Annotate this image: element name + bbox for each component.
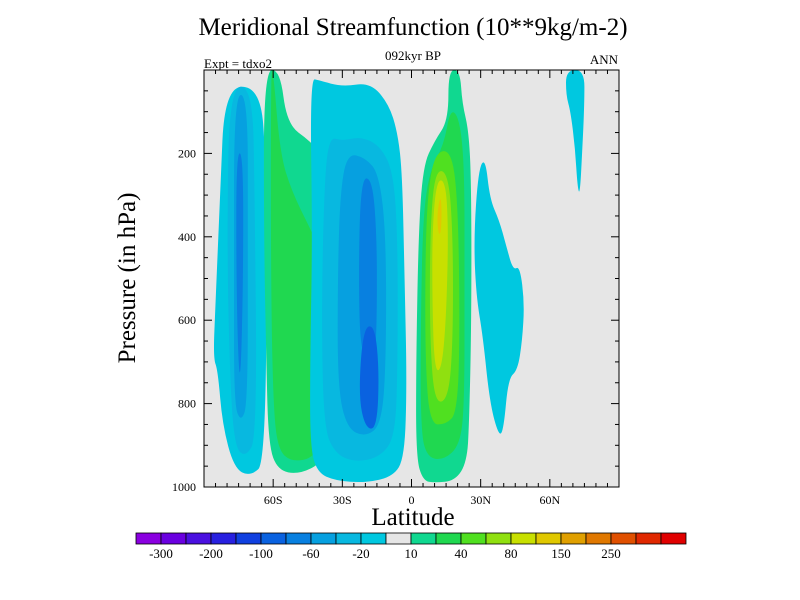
northern-hadley-cell-level-5 [432,180,448,371]
y-tick-label: 1000 [172,480,196,494]
colorbar-swatch [460,532,487,545]
colorbar-swatch [160,532,187,545]
y-tick-label: 400 [178,230,196,244]
northern-hadley-cell [416,70,472,483]
y-axis-ticks: 200 400 600 800 1000 [172,90,619,494]
experiment-label: Expt = tdxo2 [204,56,272,71]
southern-hadley-cell-level-4 [359,178,377,360]
colorbar-swatch [360,532,387,545]
colorbar-label: 250 [601,546,621,561]
northern-polar-cell [566,70,585,192]
colorbar-swatch [660,532,687,545]
y-tick-label: 600 [178,313,196,327]
colorbar-swatch [310,532,337,545]
colorbar-swatch [185,532,212,545]
y-tick-label: 800 [178,397,196,411]
contour-fills [213,70,585,483]
colorbar-swatch [585,532,612,545]
colorbar-label: 40 [455,546,468,561]
southern-polar-cell [213,86,267,474]
colorbar-label: 80 [505,546,518,561]
southern-polar-cell-level-4 [236,153,244,373]
x-tick-label: 30N [470,493,491,507]
chart-subtitle: 092kyr BP [385,48,441,63]
northern-ferrel-cell [474,162,524,434]
colorbar-label: -20 [352,546,369,561]
colorbar-swatch [410,532,437,545]
colorbar-label: -60 [302,546,319,561]
y-tick-label: 200 [178,146,196,160]
colorbar-swatch [535,532,562,545]
x-tick-label: 60N [539,493,560,507]
x-tick-label: 30S [333,493,352,507]
colorbar-swatch [510,532,537,545]
colorbar-swatch [435,532,462,545]
northern-hadley-cell-level-6 [437,199,442,235]
x-axis-label: Latitude [371,504,455,531]
colorbar-swatch [485,532,512,545]
colorbar-swatch [235,532,262,545]
southern-hadley-cell-level-5 [359,326,379,429]
colorbar-swatch [610,532,637,545]
colorbar-swatch [135,532,162,545]
x-tick-label: 60S [264,493,283,507]
colorbar-swatch [260,532,287,545]
southern-hadley-cell [310,79,407,483]
colorbar-swatch [385,532,412,545]
colorbar-label: -200 [199,546,223,561]
season-label: ANN [589,52,618,67]
x-tick-label: 0 [409,493,415,507]
colorbar-swatch [560,532,587,545]
colorbar-label: 10 [405,546,418,561]
northern-ferrel-cell-level-1 [474,162,524,434]
colorbar: -300 -200 -100 -60 -20 10 40 80 150 250 [135,532,687,561]
colorbar-swatch [635,532,662,545]
chart-title: Meridional Streamfunction (10**9kg/m-2) [198,14,628,41]
colorbar-swatch [285,532,312,545]
northern-polar-cell-level-1 [566,70,585,192]
colorbar-label: 150 [551,546,571,561]
colorbar-label: -100 [249,546,273,561]
colorbar-label: -300 [149,546,173,561]
colorbar-swatch [335,532,362,545]
colorbar-swatch [210,532,237,545]
x-axis-ticks: 60S 30S 0 30N 60N [215,70,608,507]
